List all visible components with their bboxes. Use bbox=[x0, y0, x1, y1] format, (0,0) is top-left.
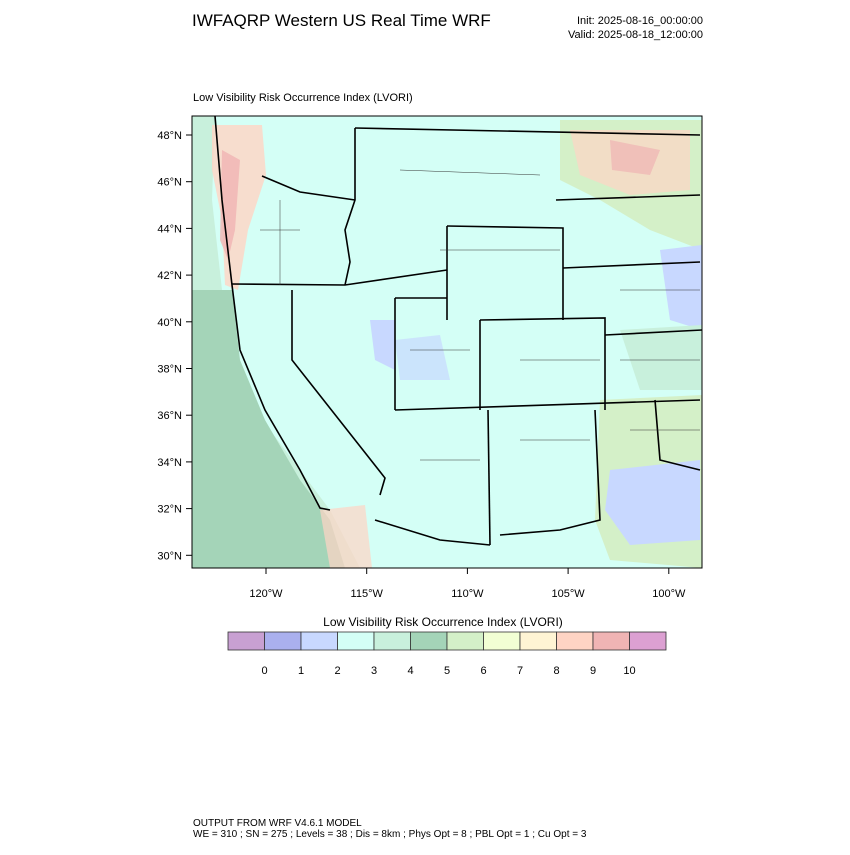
lon-label: 120°W bbox=[249, 588, 283, 600]
lon-label: 110°W bbox=[451, 588, 484, 600]
title: IWFAQRP Western US Real Time WRF bbox=[192, 11, 491, 30]
lat-label: 44°N bbox=[157, 223, 182, 235]
colorbar: 0 1 2 3 4 5 6 7 8 9 10 bbox=[227, 631, 667, 677]
lat-label: 36°N bbox=[157, 410, 182, 422]
lat-label: 34°N bbox=[157, 457, 182, 469]
valid-time: Valid: 2025-08-18_12:00:00 bbox=[568, 29, 703, 41]
lat-label: 32°N bbox=[157, 504, 182, 516]
colorbar-box bbox=[227, 631, 265, 651]
lat-label: 30°N bbox=[157, 550, 182, 562]
lon-label: 105°W bbox=[552, 588, 586, 600]
init-time: Init: 2025-08-16_00:00:00 bbox=[577, 15, 703, 27]
map: 48°N 46°N 44°N 42°N 40°N 38°N 36°N 34°N 32°N 30°N… bbox=[157, 115, 703, 600]
footer-line: WE = 310 ; SN = 275 ; Levels = 38 ; Dis … bbox=[193, 829, 587, 840]
colorbar-box bbox=[373, 631, 411, 651]
colorbar-label: 9 bbox=[590, 665, 596, 677]
lat-label: 42°N bbox=[157, 270, 182, 282]
colorbar-label: 4 bbox=[407, 665, 413, 677]
lat-label: 46°N bbox=[157, 177, 182, 189]
lat-label: 38°N bbox=[157, 364, 182, 376]
map-title: Low Visibility Risk Occurrence Index (LV… bbox=[193, 92, 413, 104]
colorbar-box bbox=[556, 631, 594, 651]
lat-label: 48°N bbox=[157, 130, 182, 142]
colorbar-label: 10 bbox=[623, 665, 635, 677]
colorbar-label: 1 bbox=[298, 665, 304, 677]
colorbar-box bbox=[629, 631, 667, 651]
colorbar-label: 5 bbox=[444, 665, 450, 677]
colorbar-box bbox=[592, 631, 630, 651]
colorbar-box bbox=[300, 631, 338, 651]
colorbar-box bbox=[337, 631, 375, 651]
colorbar-label: 8 bbox=[553, 665, 559, 677]
colorbar-box bbox=[519, 631, 557, 651]
colorbar-box bbox=[264, 631, 302, 651]
footer-line: OUTPUT FROM WRF V4.6.1 MODEL bbox=[193, 818, 362, 829]
colorbar-label: 2 bbox=[334, 665, 340, 677]
colorbar-box bbox=[446, 631, 484, 651]
colorbar-label: 6 bbox=[480, 665, 486, 677]
colorbar-title: Low Visibility Risk Occurrence Index (LV… bbox=[323, 615, 563, 629]
lon-label: 100°W bbox=[652, 588, 686, 600]
colorbar-box bbox=[483, 631, 521, 651]
colorbar-label: 7 bbox=[517, 665, 523, 677]
colorbar-label: 3 bbox=[371, 665, 377, 677]
lon-label: 115°W bbox=[351, 588, 384, 600]
colorbar-label: 0 bbox=[261, 665, 267, 677]
lat-label: 40°N bbox=[157, 317, 182, 329]
colorbar-box bbox=[410, 631, 448, 651]
